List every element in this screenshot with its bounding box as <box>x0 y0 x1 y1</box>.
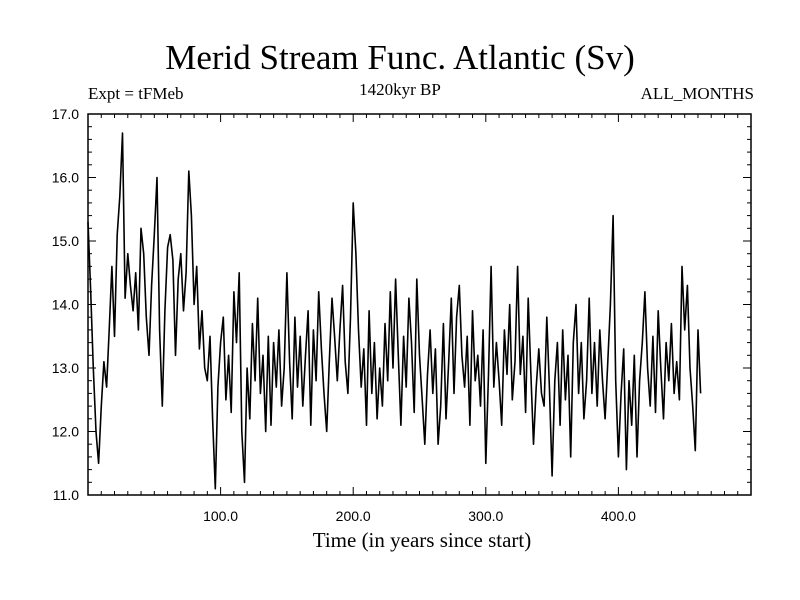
y-tick-label: 11.0 <box>53 487 79 503</box>
period-label: 1420kyr BP <box>359 80 441 99</box>
x-axis-label: Time (in years since start) <box>312 528 532 552</box>
x-tick-label: 300.0 <box>468 508 503 524</box>
plot-frame <box>87 113 752 496</box>
y-tick-label: 17.0 <box>52 106 79 122</box>
y-tick-label: 13.0 <box>52 360 79 376</box>
axis-ticks <box>88 114 751 495</box>
tick-labels: 100.0 200.0 300.0 400.0 11.0 12.0 13.0 14.0 15.0… <box>52 106 636 524</box>
series-layer <box>87 132 702 490</box>
chart-title: Merid Stream Func. Atlantic (Sv) <box>165 38 635 77</box>
y-tick-label: 15.0 <box>52 233 79 249</box>
y-tick-label: 16.0 <box>52 170 79 186</box>
x-tick-label: 200.0 <box>336 508 371 524</box>
y-tick-label: 14.0 <box>52 297 79 313</box>
series-line <box>87 132 702 490</box>
months-label: ALL_MONTHS <box>640 84 754 103</box>
x-tick-label: 400.0 <box>601 508 636 524</box>
x-tick-label: 100.0 <box>203 508 238 524</box>
y-tick-label: 12.0 <box>52 424 79 440</box>
experiment-label: Expt = tFMeb <box>88 84 184 103</box>
